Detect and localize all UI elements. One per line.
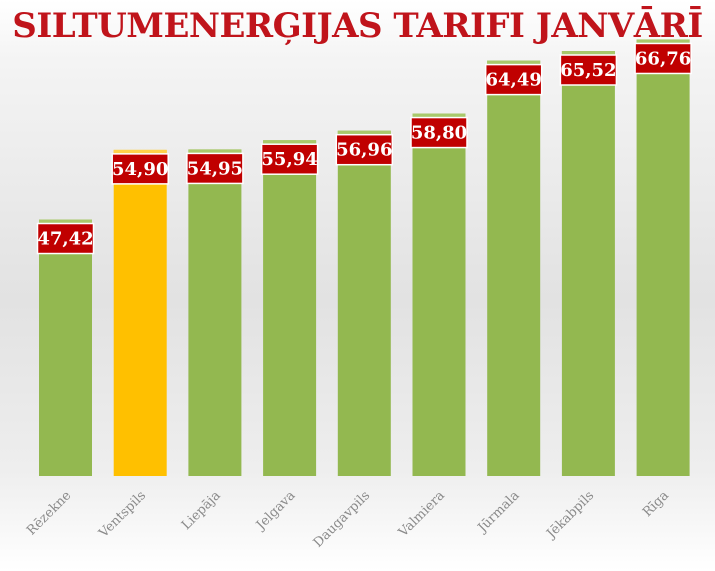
bar-cap-4	[263, 140, 317, 145]
category-label-2: Ventspils	[96, 488, 149, 541]
chart-title: SILTUMENERĢIJAS TARIFI JANVĀRĪ	[12, 6, 703, 46]
category-label-1: Rēzekne	[24, 488, 74, 538]
value-label-box-1	[36, 222, 95, 255]
bar-cap-1	[39, 219, 92, 224]
value-label-9: 66,76	[635, 48, 691, 69]
category-label-9: Rīga	[640, 488, 672, 520]
bar-cap-9	[636, 39, 690, 44]
bar-1	[39, 219, 92, 476]
value-label-box-2	[111, 153, 169, 185]
bar-cap-5	[337, 130, 391, 135]
value-label-6: 58,80	[411, 123, 467, 144]
bar-cap-7	[487, 60, 541, 65]
bar-2	[113, 149, 167, 477]
value-label-4: 55,94	[261, 149, 317, 170]
value-label-7: 64,49	[486, 70, 542, 91]
category-label-4: Jelgava	[252, 488, 298, 534]
value-label-8: 65,52	[560, 60, 616, 81]
value-label-2: 54,90	[112, 159, 168, 180]
bar-cap-8	[561, 51, 615, 56]
bar-3	[188, 149, 242, 476]
value-label-box-8	[559, 54, 618, 86]
value-label-box-5	[335, 133, 394, 166]
value-label-box-9	[634, 42, 692, 75]
bar-5	[337, 130, 391, 476]
value-label-box-6	[410, 116, 468, 149]
category-label-3: Liepāja	[179, 488, 224, 533]
bar-cap-3	[188, 149, 242, 154]
bar-cap-2	[113, 149, 167, 154]
category-label-5: Daugavpils	[311, 488, 373, 550]
value-label-box-4	[260, 143, 319, 175]
bar-9	[636, 39, 690, 476]
bar-4	[263, 140, 317, 476]
value-label-box-3	[186, 152, 244, 185]
bar-6	[412, 113, 466, 477]
bar-7	[487, 60, 541, 477]
category-label-7: Jūrmala	[474, 488, 523, 537]
category-label-6: Valmiera	[395, 488, 448, 541]
value-label-1: 47,42	[37, 229, 93, 250]
value-label-3: 54,95	[187, 158, 243, 179]
value-label-5: 56,96	[336, 140, 392, 161]
bar-cap-6	[412, 113, 466, 118]
category-label-8: Jēkabpils	[543, 488, 598, 543]
bar-8	[561, 51, 615, 477]
value-label-box-7	[484, 63, 543, 96]
